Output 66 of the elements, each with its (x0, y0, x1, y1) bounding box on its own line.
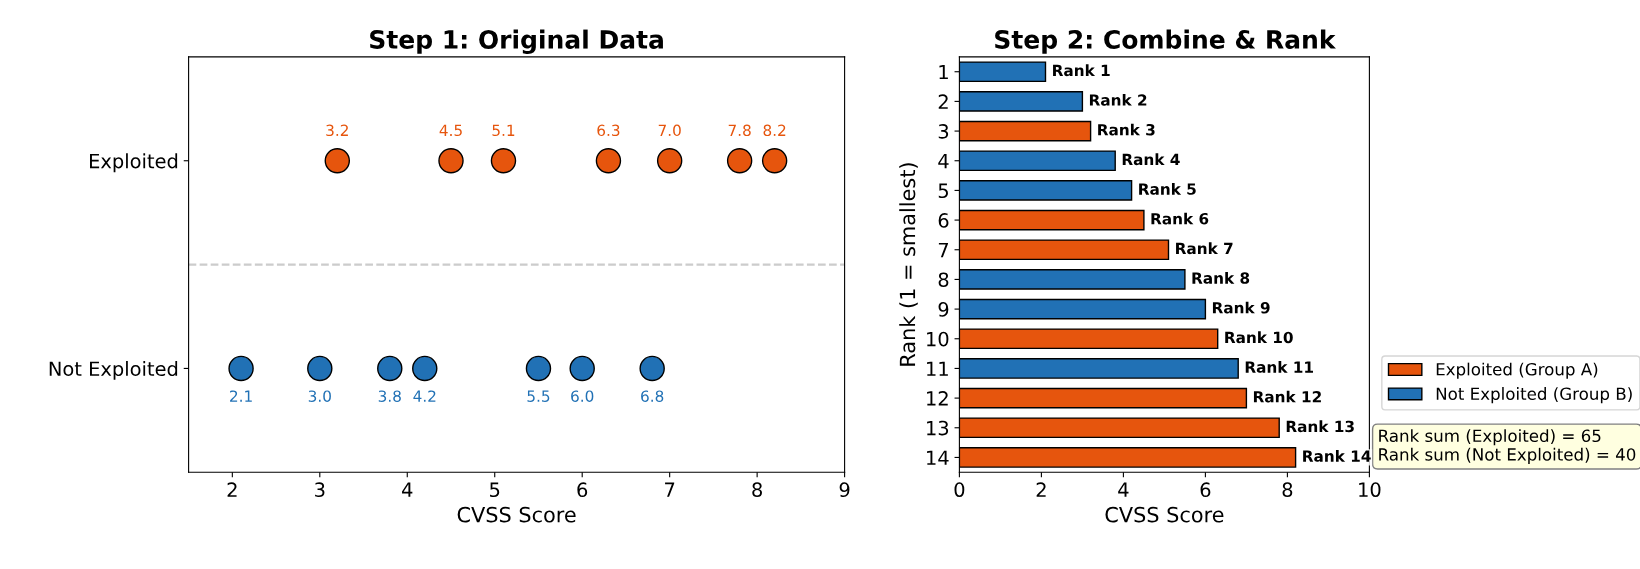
legend-label: Exploited (Group A) (1436, 362, 1598, 379)
y-tick-label: 9 (938, 302, 949, 317)
chart-title: Step 1: Original Data (370, 29, 663, 54)
legend-label: Not Exploited (Group B) (1436, 387, 1632, 404)
y-tick-label: 2 (938, 94, 948, 109)
y-tick-label: 13 (927, 420, 949, 436)
y-tick-label: 3 (938, 124, 949, 139)
y-tick-label: 14 (927, 450, 949, 465)
data-label: Rank 9 (1212, 301, 1270, 314)
data-label: Rank 10 (1225, 331, 1293, 344)
data-label: 3.0 (308, 390, 331, 402)
data-label: Rank 13 (1286, 420, 1354, 433)
x-tick-label: 0 (954, 482, 965, 498)
x-tick-label: 9 (839, 482, 850, 498)
y-tick-label: Not Exploited (49, 361, 178, 380)
y-tick-label: 5 (938, 183, 948, 199)
data-label: 3.8 (378, 390, 401, 402)
data-label: Rank 7 (1176, 242, 1233, 255)
data-label: Rank 8 (1192, 272, 1250, 284)
data-label: 6.3 (597, 124, 620, 137)
y-tick-label: 6 (938, 213, 949, 228)
data-label: 5.5 (527, 390, 550, 402)
data-label: 5.1 (492, 124, 515, 137)
data-label: Rank 11 (1245, 361, 1313, 373)
y-tick-label: 8 (938, 272, 949, 288)
data-label: 3.2 (326, 124, 348, 137)
x-tick-label: 2 (227, 482, 237, 497)
y-tick-label: 4 (938, 153, 949, 169)
data-label: Rank 3 (1098, 123, 1155, 136)
x-tick-label: 4 (402, 482, 413, 497)
data-label: 8.2 (763, 124, 786, 137)
data-label: Rank 6 (1151, 212, 1209, 225)
x-tick-label: 6 (1200, 482, 1211, 498)
chart-title: Step 2: Combine & Rank (995, 29, 1336, 54)
x-tick-label: 8 (1282, 482, 1293, 498)
x-tick-label: 4 (1118, 482, 1129, 497)
x-tick-label: 6 (577, 482, 588, 498)
data-label: Rank 1 (1053, 64, 1110, 77)
x-tick-label: 3 (315, 482, 325, 498)
x-tick-label: 5 (490, 482, 500, 498)
data-label: Rank 2 (1089, 94, 1147, 106)
y-tick-label: 12 (927, 391, 948, 406)
x-tick-label: 7 (665, 482, 675, 497)
y-tick-label: 1 (939, 64, 948, 80)
x-tick-label: 10 (1359, 482, 1381, 498)
x-tick-label: 8 (752, 482, 762, 498)
data-label: Rank 12 (1253, 390, 1321, 403)
data-label: 6.0 (571, 390, 594, 402)
x-axis-title: CVSS Score (457, 506, 576, 523)
y-tick-label: 7 (938, 242, 949, 258)
y-axis-title: Rank (1 = smallest) (899, 163, 918, 366)
data-label: 7.0 (658, 124, 681, 137)
y-tick-label: 11 (927, 361, 948, 376)
data-label: 7.8 (728, 124, 751, 137)
y-tick-label: 10 (927, 331, 949, 347)
data-label: Rank 4 (1122, 153, 1180, 166)
text: Rank sum (Exploited) = 65 Rank sum (Not Exploited) = 40 (1379, 429, 1636, 464)
data-label: 2.1 (230, 390, 252, 402)
data-label: Rank 5 (1139, 183, 1196, 195)
data-label: 4.5 (439, 124, 462, 137)
data-label: 4.2 (413, 390, 436, 402)
x-tick-label: 2 (1036, 482, 1046, 497)
data-label: Rank 14 (1303, 450, 1371, 462)
x-axis-title: CVSS Score (1105, 506, 1224, 523)
y-tick-label: Exploited (90, 153, 178, 173)
data-label: 6.8 (641, 390, 664, 402)
